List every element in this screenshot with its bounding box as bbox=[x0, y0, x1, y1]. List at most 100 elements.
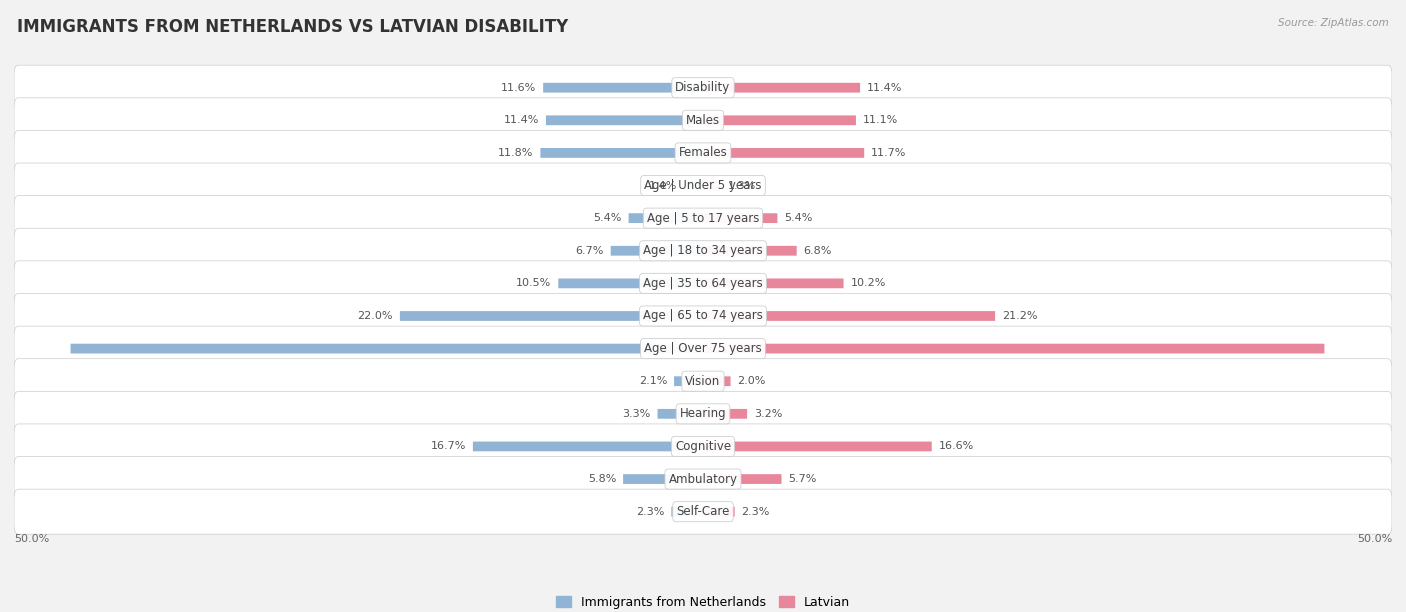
Text: Age | 5 to 17 years: Age | 5 to 17 years bbox=[647, 212, 759, 225]
Legend: Immigrants from Netherlands, Latvian: Immigrants from Netherlands, Latvian bbox=[551, 591, 855, 612]
Text: 6.7%: 6.7% bbox=[575, 246, 603, 256]
FancyBboxPatch shape bbox=[628, 213, 703, 223]
FancyBboxPatch shape bbox=[673, 376, 703, 386]
Text: Females: Females bbox=[679, 146, 727, 159]
FancyBboxPatch shape bbox=[546, 116, 703, 125]
Text: Hearing: Hearing bbox=[679, 408, 727, 420]
Bar bbox=[14, 401, 1392, 427]
Bar bbox=[14, 206, 1392, 231]
FancyBboxPatch shape bbox=[70, 344, 703, 354]
FancyBboxPatch shape bbox=[558, 278, 703, 288]
Text: 16.7%: 16.7% bbox=[430, 441, 465, 452]
FancyBboxPatch shape bbox=[610, 246, 703, 256]
FancyBboxPatch shape bbox=[703, 409, 747, 419]
FancyBboxPatch shape bbox=[14, 98, 1392, 143]
Bar bbox=[14, 140, 1392, 166]
FancyBboxPatch shape bbox=[703, 181, 721, 190]
Text: 11.7%: 11.7% bbox=[872, 148, 907, 158]
Bar bbox=[14, 108, 1392, 133]
FancyBboxPatch shape bbox=[543, 83, 703, 92]
Text: Age | Under 5 years: Age | Under 5 years bbox=[644, 179, 762, 192]
Text: 2.3%: 2.3% bbox=[636, 507, 665, 517]
Text: Self-Care: Self-Care bbox=[676, 505, 730, 518]
Text: 10.5%: 10.5% bbox=[516, 278, 551, 288]
FancyBboxPatch shape bbox=[703, 246, 797, 256]
Bar bbox=[14, 304, 1392, 329]
Text: 5.4%: 5.4% bbox=[785, 213, 813, 223]
Text: 11.6%: 11.6% bbox=[501, 83, 536, 92]
FancyBboxPatch shape bbox=[14, 228, 1392, 274]
FancyBboxPatch shape bbox=[14, 65, 1392, 110]
Bar bbox=[14, 466, 1392, 492]
FancyBboxPatch shape bbox=[703, 148, 865, 158]
FancyBboxPatch shape bbox=[14, 130, 1392, 176]
Bar bbox=[14, 368, 1392, 394]
Text: 2.0%: 2.0% bbox=[738, 376, 766, 386]
FancyBboxPatch shape bbox=[703, 376, 731, 386]
FancyBboxPatch shape bbox=[623, 474, 703, 484]
Bar bbox=[14, 238, 1392, 264]
Text: 2.1%: 2.1% bbox=[638, 376, 668, 386]
Text: Vision: Vision bbox=[685, 375, 721, 388]
Text: 1.3%: 1.3% bbox=[728, 181, 756, 190]
FancyBboxPatch shape bbox=[14, 489, 1392, 534]
FancyBboxPatch shape bbox=[703, 213, 778, 223]
Bar bbox=[14, 271, 1392, 296]
Text: 2.3%: 2.3% bbox=[741, 507, 770, 517]
FancyBboxPatch shape bbox=[703, 116, 856, 125]
Text: 3.2%: 3.2% bbox=[754, 409, 782, 419]
FancyBboxPatch shape bbox=[703, 474, 782, 484]
Text: Males: Males bbox=[686, 114, 720, 127]
FancyBboxPatch shape bbox=[14, 424, 1392, 469]
FancyBboxPatch shape bbox=[14, 196, 1392, 241]
Text: 45.9%: 45.9% bbox=[25, 343, 63, 354]
Text: 11.4%: 11.4% bbox=[503, 115, 538, 125]
FancyBboxPatch shape bbox=[683, 181, 703, 190]
Text: Age | 18 to 34 years: Age | 18 to 34 years bbox=[643, 244, 763, 257]
Text: 5.4%: 5.4% bbox=[593, 213, 621, 223]
Text: 10.2%: 10.2% bbox=[851, 278, 886, 288]
Text: 3.3%: 3.3% bbox=[623, 409, 651, 419]
FancyBboxPatch shape bbox=[14, 391, 1392, 436]
Text: 22.0%: 22.0% bbox=[357, 311, 392, 321]
Text: 11.4%: 11.4% bbox=[868, 83, 903, 92]
Text: Ambulatory: Ambulatory bbox=[668, 472, 738, 485]
FancyBboxPatch shape bbox=[703, 311, 995, 321]
FancyBboxPatch shape bbox=[14, 457, 1392, 502]
Text: Age | Over 75 years: Age | Over 75 years bbox=[644, 342, 762, 355]
Text: 11.1%: 11.1% bbox=[863, 115, 898, 125]
Bar bbox=[14, 336, 1392, 361]
Text: Age | 35 to 64 years: Age | 35 to 64 years bbox=[643, 277, 763, 290]
Text: 6.8%: 6.8% bbox=[804, 246, 832, 256]
FancyBboxPatch shape bbox=[14, 163, 1392, 208]
Bar bbox=[14, 75, 1392, 100]
Bar bbox=[14, 173, 1392, 198]
FancyBboxPatch shape bbox=[658, 409, 703, 419]
FancyBboxPatch shape bbox=[703, 278, 844, 288]
Text: Cognitive: Cognitive bbox=[675, 440, 731, 453]
Text: 50.0%: 50.0% bbox=[1357, 534, 1392, 545]
FancyBboxPatch shape bbox=[399, 311, 703, 321]
FancyBboxPatch shape bbox=[703, 83, 860, 92]
FancyBboxPatch shape bbox=[540, 148, 703, 158]
FancyBboxPatch shape bbox=[472, 441, 703, 451]
Text: 5.8%: 5.8% bbox=[588, 474, 616, 484]
FancyBboxPatch shape bbox=[671, 507, 703, 517]
Bar bbox=[14, 499, 1392, 524]
FancyBboxPatch shape bbox=[703, 344, 1324, 354]
Text: Age | 65 to 74 years: Age | 65 to 74 years bbox=[643, 310, 763, 323]
FancyBboxPatch shape bbox=[14, 294, 1392, 338]
Text: IMMIGRANTS FROM NETHERLANDS VS LATVIAN DISABILITY: IMMIGRANTS FROM NETHERLANDS VS LATVIAN D… bbox=[17, 18, 568, 36]
FancyBboxPatch shape bbox=[14, 326, 1392, 371]
Text: Source: ZipAtlas.com: Source: ZipAtlas.com bbox=[1278, 18, 1389, 28]
Text: 21.2%: 21.2% bbox=[1002, 311, 1038, 321]
Text: 45.1%: 45.1% bbox=[1343, 343, 1381, 354]
Text: 50.0%: 50.0% bbox=[14, 534, 49, 545]
Bar bbox=[14, 434, 1392, 459]
Text: 5.7%: 5.7% bbox=[789, 474, 817, 484]
Text: Disability: Disability bbox=[675, 81, 731, 94]
FancyBboxPatch shape bbox=[14, 261, 1392, 306]
Text: 16.6%: 16.6% bbox=[939, 441, 974, 452]
FancyBboxPatch shape bbox=[703, 507, 735, 517]
Text: 1.4%: 1.4% bbox=[648, 181, 676, 190]
